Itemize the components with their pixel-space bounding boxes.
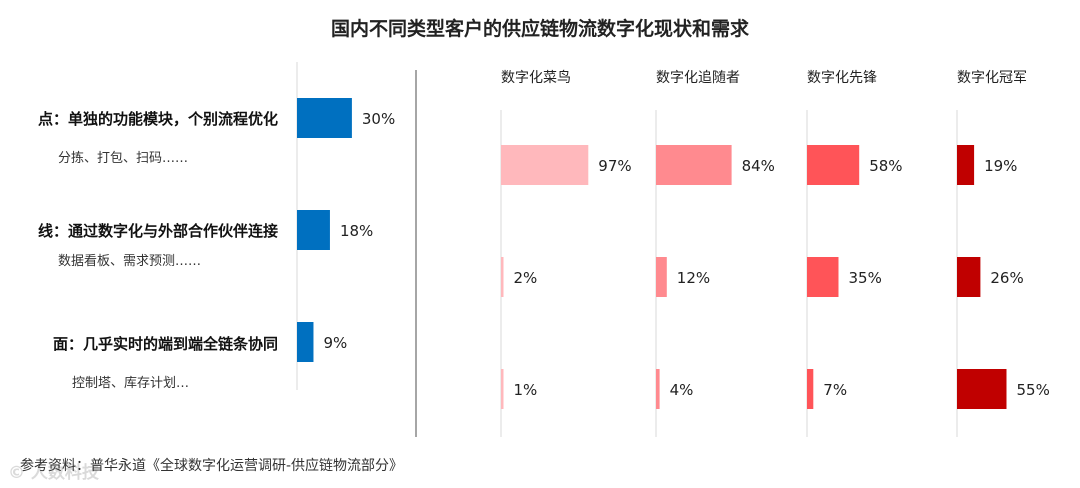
segment-bar-3-2 [957,369,1007,409]
source-note: 参考资料：普华永道《全球数字化运营调研-供应链物流部分》 [20,458,404,474]
segment-bar-0-0 [501,145,589,185]
segment-value-label-1-2: 4% [670,381,694,399]
segment-value-label-2-2: 7% [823,381,847,399]
overall-value-label-1: 18% [340,222,373,240]
segment-bar-3-1 [957,257,981,297]
segment-value-label-0-1: 2% [514,269,538,287]
segment-value-label-0-2: 1% [514,381,538,399]
overall-value-label-2: 9% [323,334,347,352]
segment-bar-1-2 [656,369,660,409]
row-label-surface: 面：几乎实时的端到端全链条协同 [52,335,278,353]
segment-bar-1-1 [656,257,667,297]
overall-bar-2 [297,322,314,362]
segment-bar-2-1 [807,257,839,297]
segment-bar-2-2 [807,369,814,409]
segment-value-label-2-0: 58% [869,157,902,175]
segment-value-label-2-1: 35% [849,269,882,287]
row-example-point: 分拣、打包、扫码…… [58,151,189,166]
segment-bar-0-1 [501,257,504,297]
segment-value-label-1-0: 84% [742,157,775,175]
overall-bar-1 [297,210,330,250]
series-header-2: 数字化先锋 [807,70,877,86]
segment-value-label-3-0: 19% [984,157,1017,175]
segment-bar-0-2 [501,369,504,409]
row-label-point: 点：单独的功能模块，个别流程优化 [37,110,278,128]
segment-bar-3-0 [957,145,975,185]
segment-value-label-1-1: 12% [677,269,710,287]
row-label-line: 线：通过数字化与外部合作伙伴连接 [37,222,278,240]
row-example-surface: 控制塔、库存计划… [72,376,190,391]
series-header-1: 数字化追随者 [656,70,740,86]
row-example-line: 数据看板、需求预测…… [58,254,202,269]
segment-bar-1-0 [656,145,732,185]
segment-value-label-0-0: 97% [598,157,631,175]
segment-value-label-3-1: 26% [990,269,1023,287]
overall-bar-0 [297,98,352,138]
chart-title: 国内不同类型客户的供应链物流数字化现状和需求 [330,18,749,40]
segment-bar-2-0 [807,145,860,185]
series-header-3: 数字化冠军 [957,70,1027,86]
segment-value-label-3-2: 55% [1017,381,1050,399]
overall-value-label-0: 30% [362,110,395,128]
series-header-0: 数字化菜鸟 [501,70,571,86]
